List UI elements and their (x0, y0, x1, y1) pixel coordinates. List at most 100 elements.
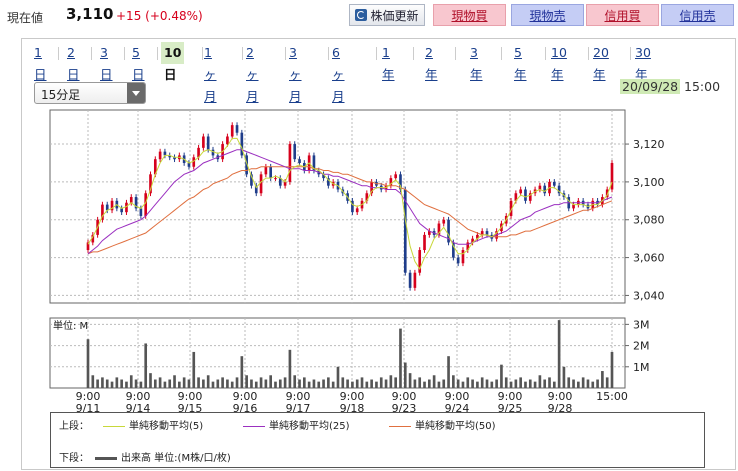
refresh-quote-button[interactable]: 株価更新 (349, 4, 425, 26)
tab-divider (124, 47, 125, 60)
volume-bar (418, 377, 422, 388)
candle-body (173, 157, 176, 160)
volume-bar (346, 379, 349, 388)
volume-bar (605, 377, 609, 388)
volume-bar (230, 381, 234, 388)
x-tick-date: 9/16 (233, 402, 258, 415)
legend-lower-label: 下段： (59, 453, 89, 464)
tab-divider (58, 47, 59, 60)
x-tick-time: 9:00 (548, 390, 573, 403)
volume-bar (293, 375, 297, 388)
candle-body (202, 136, 205, 148)
tab-3d[interactable]: 3日 (100, 45, 113, 82)
x-tick-date: 9/11 (76, 402, 101, 415)
legend-sma5-swatch (103, 425, 125, 427)
volume-bar (601, 371, 604, 388)
candle-body (452, 242, 455, 258)
margin-sell-button[interactable]: 信用売 (661, 4, 734, 26)
price-tick-label: 3,080 (633, 214, 665, 227)
tab-divider (157, 47, 158, 60)
candle-body (134, 197, 138, 209)
volume-bar (168, 379, 172, 388)
volume-bar (500, 364, 503, 388)
candle-body (197, 147, 200, 158)
tab-2d[interactable]: 2日 (67, 45, 80, 82)
volume-bar (158, 377, 162, 388)
tab-20y[interactable]: 20年 (593, 45, 609, 82)
tab-10d[interactable]: 10日 (161, 42, 185, 82)
tab-30y[interactable]: 30年 (635, 45, 651, 82)
cash-buy-button[interactable]: 現物買 (433, 4, 506, 26)
legend-volume-label: 出来高 単位:(M株/口/枚) (121, 453, 231, 464)
tab-1y[interactable]: 1年 (382, 45, 395, 82)
tab-6m[interactable]: 6ヶ月 (332, 45, 345, 104)
tab-divider (501, 47, 502, 60)
candle-body (163, 151, 167, 156)
candle-body (528, 193, 532, 201)
tab-2y[interactable]: 2年 (425, 45, 438, 82)
volume-bar (586, 379, 590, 388)
volume-bar (149, 373, 152, 388)
tab-3m[interactable]: 3ヶ月 (289, 45, 302, 104)
sma25-line (87, 149, 613, 255)
cash-sell-button[interactable]: 現物売 (511, 4, 584, 26)
volume-bar (577, 381, 580, 388)
candle-period-select[interactable]: 15分足 (34, 82, 146, 104)
candle-body (437, 223, 441, 235)
volume-bar (538, 375, 542, 388)
price-tick-label: 3,120 (633, 138, 665, 151)
candle-body (91, 234, 95, 243)
tab-1m[interactable]: 1ヶ月 (204, 45, 217, 104)
legend-sma25-swatch (243, 425, 265, 427)
tab-divider (588, 47, 589, 60)
volume-bar (134, 379, 138, 388)
candle-body (476, 234, 479, 239)
volume-bar (240, 356, 244, 388)
tab-divider (242, 47, 243, 60)
candle-body (120, 208, 123, 213)
tab-2m[interactable]: 2ヶ月 (246, 45, 259, 104)
volume-bar (509, 381, 513, 388)
volume-bar (173, 375, 176, 388)
candle-body (168, 155, 172, 158)
candle-body (413, 272, 417, 288)
volume-bar (548, 377, 551, 388)
candle-body (524, 189, 527, 201)
tab-5y[interactable]: 5年 (514, 45, 527, 82)
tab-3y[interactable]: 3年 (470, 45, 483, 82)
candle-body (264, 166, 268, 175)
volume-bar (447, 356, 450, 388)
x-tick-time: 9:00 (126, 390, 151, 403)
tab-1d[interactable]: 1日 (34, 45, 47, 82)
candle-body (403, 189, 407, 273)
x-tick-time: 9:00 (392, 390, 417, 403)
volume-bar (178, 381, 181, 388)
legend-volume-swatch (95, 456, 117, 460)
volume-unit-label: 単位: M (53, 319, 88, 332)
legend-sma50: 単純移動平均(50) (389, 417, 496, 432)
volume-bar (216, 379, 220, 388)
tab-5d[interactable]: 5日 (132, 45, 145, 82)
candle-body (86, 242, 90, 251)
volume-bar (504, 377, 508, 388)
volume-bar (120, 379, 123, 388)
candle-body (543, 185, 547, 194)
candle-body (149, 174, 152, 194)
candle-body (139, 208, 143, 216)
volume-bar (519, 377, 522, 388)
candle-body (226, 136, 229, 145)
x-tick-time: 9:00 (340, 390, 365, 403)
candle-body (288, 144, 292, 182)
candle-body (514, 193, 518, 201)
price-tick-label: 3,060 (633, 252, 665, 265)
volume-bar (110, 381, 114, 388)
tab-10y[interactable]: 10年 (551, 45, 567, 82)
candle-body (259, 174, 263, 194)
refresh-quote-label: 株価更新 (370, 8, 419, 23)
chevron-down-icon[interactable] (127, 83, 145, 103)
margin-buy-button[interactable]: 信用買 (586, 4, 659, 26)
volume-bar (495, 379, 498, 388)
volume-bar (466, 377, 470, 388)
volume-bar (399, 328, 402, 388)
volume-bar (351, 381, 354, 388)
